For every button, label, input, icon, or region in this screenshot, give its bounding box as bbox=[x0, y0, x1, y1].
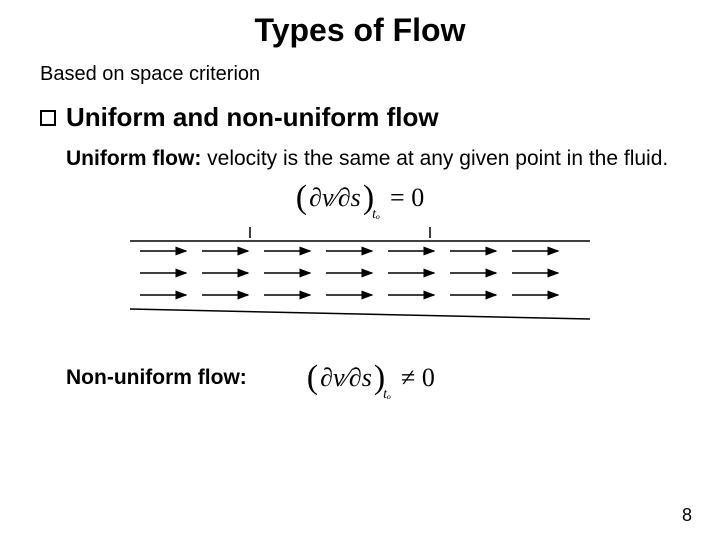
subtitle-text: Based on space criterion bbox=[40, 63, 680, 86]
uniform-definition: Uniform flow: velocity is the same at an… bbox=[66, 145, 680, 173]
flow-diagram-svg bbox=[130, 223, 590, 333]
eq1-rhs: = 0 bbox=[390, 183, 424, 213]
flow-diagram bbox=[130, 223, 590, 333]
equation-uniform: ( ∂v⁄∂s ) tₒ = 0 bbox=[40, 181, 680, 215]
heading-row: Uniform and non-uniform flow bbox=[40, 102, 680, 133]
section-heading: Uniform and non-uniform flow bbox=[66, 102, 439, 133]
eq2-rhs: ≠ 0 bbox=[401, 363, 435, 393]
eq1-lparen: ( bbox=[296, 181, 307, 215]
eq1-subscript: tₒ bbox=[372, 207, 380, 223]
uniform-desc: velocity is the same at any given point … bbox=[201, 147, 668, 170]
eq2-content: ∂v⁄∂s bbox=[318, 363, 374, 393]
eq2-lparen: ( bbox=[307, 361, 318, 395]
page-number: 8 bbox=[682, 505, 692, 526]
equation-nonuniform: ( ∂v⁄∂s ) tₒ ≠ 0 bbox=[307, 361, 435, 395]
nonuniform-label: Non-uniform flow: bbox=[66, 366, 247, 390]
nonuniform-row: Non-uniform flow: ( ∂v⁄∂s ) tₒ ≠ 0 bbox=[66, 361, 680, 395]
bullet-square-icon bbox=[40, 110, 56, 126]
eq2-subscript: tₒ bbox=[383, 387, 391, 403]
eq1-content: ∂v⁄∂s bbox=[307, 183, 363, 213]
slide-container: Types of Flow Based on space criterion U… bbox=[0, 0, 720, 540]
slide-title: Types of Flow bbox=[40, 12, 680, 49]
uniform-prefix: Uniform flow: bbox=[66, 147, 201, 170]
